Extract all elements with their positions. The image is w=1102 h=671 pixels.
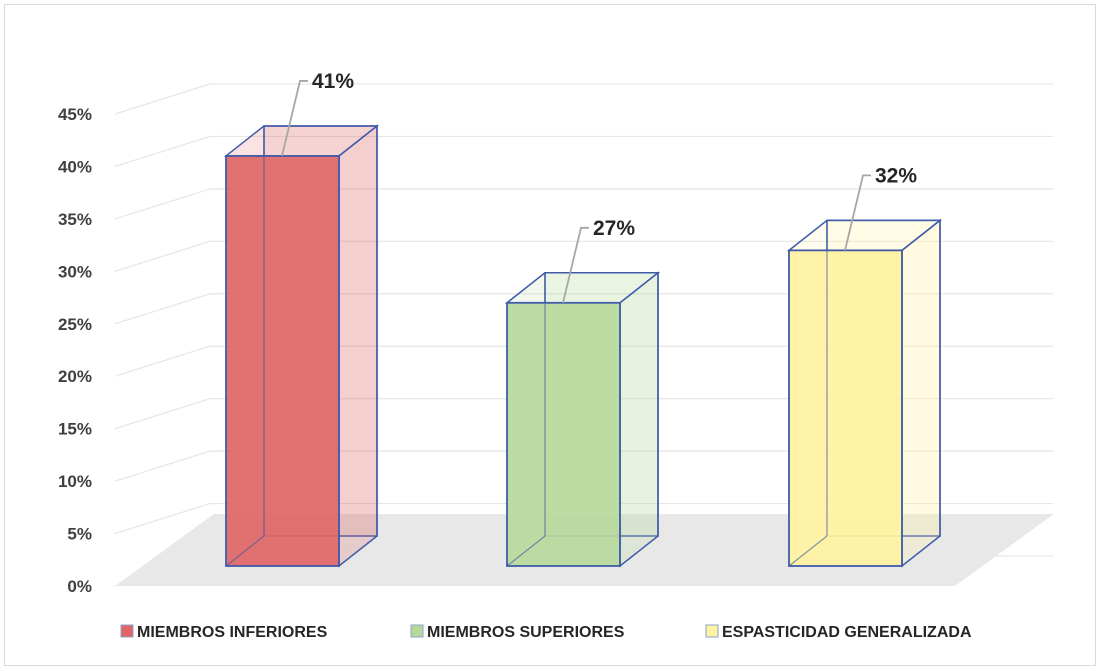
bar-front-face: [788, 249, 903, 567]
legend-swatch: [705, 624, 719, 638]
gridline-side: [114, 502, 211, 535]
data-label: 32%: [875, 164, 917, 187]
bar-depth-edge-visible: [788, 535, 828, 567]
bar-1: 41%: [223, 70, 380, 568]
legend-label: ESPASTICIDAD GENERALIZADA: [722, 624, 972, 641]
y-tick-label: 40%: [58, 157, 92, 176]
bar-side-face: [619, 271, 659, 568]
gridline-side: [114, 240, 211, 272]
y-tick-label: 0%: [67, 577, 92, 596]
bar-front-face: [506, 301, 621, 567]
data-label-leader: [562, 226, 589, 304]
y-tick-label: 45%: [58, 105, 92, 124]
gridline-side: [114, 450, 211, 482]
data-label: 27%: [593, 217, 635, 240]
gridline-side: [114, 345, 211, 377]
bar-side-face: [901, 218, 941, 568]
gridline-side: [114, 83, 211, 115]
y-tick-label: 35%: [58, 210, 92, 229]
gridline-side: [114, 188, 211, 220]
gridline-side: [114, 293, 211, 325]
gridline-side: [114, 135, 211, 168]
data-label-leader: [844, 174, 871, 251]
y-tick-label: 10%: [58, 472, 92, 491]
data-label: 41%: [312, 70, 354, 93]
bar-depth-edge-visible: [506, 535, 546, 567]
bar-2: 27%: [504, 217, 661, 568]
data-label-leader: [281, 80, 308, 157]
y-tick-label: 15%: [58, 420, 92, 439]
bar-side-face: [338, 124, 378, 568]
legend-label: MIEMBROS INFERIORES: [137, 624, 328, 641]
y-tick-label: 20%: [58, 367, 92, 386]
bar-front-face: [225, 155, 340, 567]
gridline-side: [114, 398, 211, 430]
legend-label: MIEMBROS SUPERIORES: [427, 624, 625, 641]
legend-swatch: [120, 624, 134, 638]
y-tick-label: 5%: [67, 525, 92, 544]
legend-swatch: [410, 624, 424, 638]
bar-depth-edge-visible: [225, 535, 265, 567]
y-tick-label: 30%: [58, 262, 92, 281]
y-tick-label: 25%: [58, 315, 92, 334]
bar-3: 32%: [786, 164, 943, 568]
